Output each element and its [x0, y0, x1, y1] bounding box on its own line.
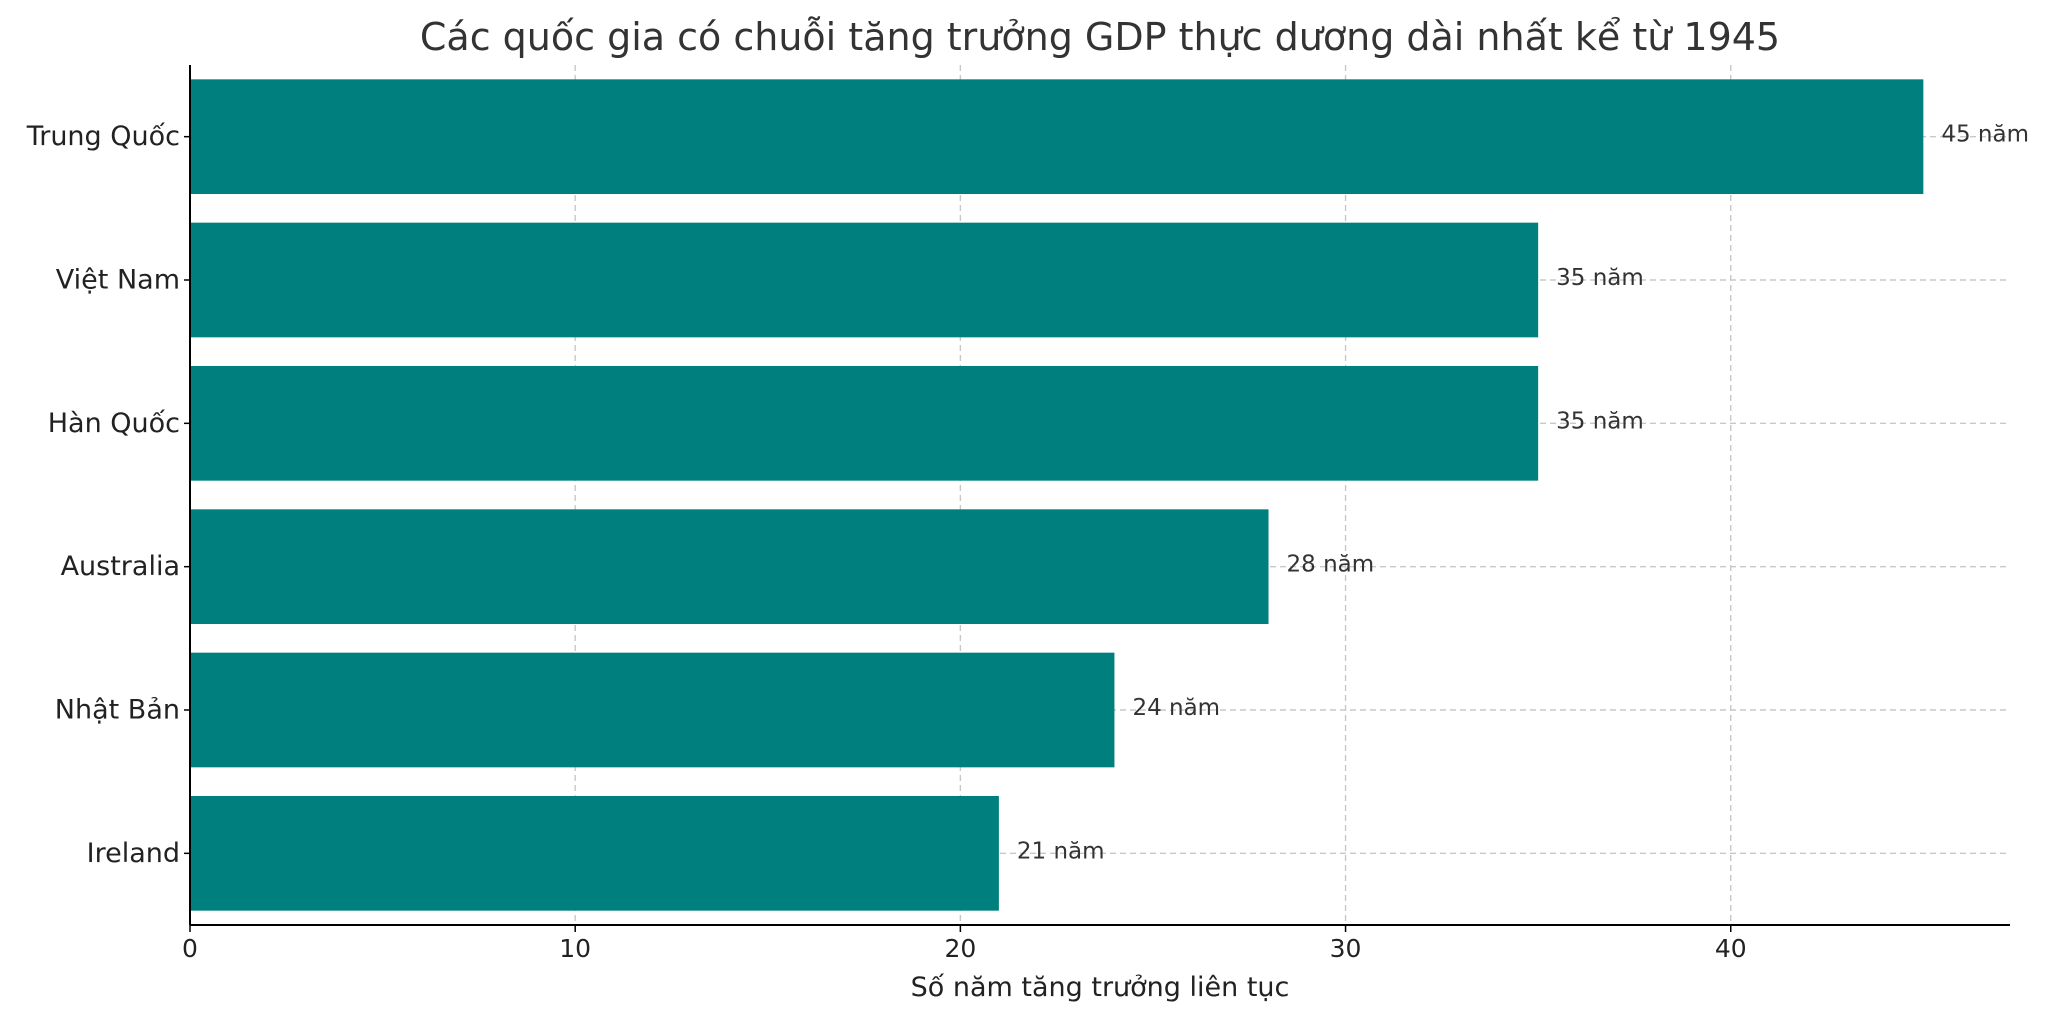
data-label-3: 28 năm [1287, 552, 1375, 578]
data-labels: 45 năm 35 năm 35 năm 28 năm 24 năm 21 năm [1017, 122, 2029, 865]
data-label-0: 45 năm [1941, 122, 2029, 148]
bar-2 [190, 366, 1539, 481]
x-ticks: 0 10 20 30 40 [182, 925, 1747, 963]
data-label-5: 21 năm [1017, 838, 1105, 864]
x-tick-label-20: 20 [944, 934, 976, 963]
data-label-4: 24 năm [1132, 695, 1220, 721]
category-label-5: Ireland [87, 838, 180, 869]
chart-title: Các quốc gia có chuỗi tăng trưởng GDP th… [420, 15, 1780, 59]
category-label-1: Việt Nam [56, 265, 180, 296]
bar-5 [190, 796, 999, 911]
category-label-2: Hàn Quốc [48, 408, 180, 439]
category-label-4: Nhật Bản [55, 695, 180, 726]
data-label-2: 35 năm [1556, 408, 1644, 434]
bar-4 [190, 652, 1115, 768]
category-labels: Trung Quốc Việt Nam Hàn Quốc Australia Nhật … [26, 121, 180, 869]
x-tick-label-0: 0 [182, 934, 198, 963]
data-label-1: 35 năm [1556, 265, 1644, 291]
bar-3 [190, 509, 1269, 624]
x-tick-label-40: 40 [1715, 934, 1747, 963]
category-label-0: Trung Quốc [26, 121, 180, 152]
category-label-3: Australia [61, 551, 180, 582]
x-tick-label-30: 30 [1330, 934, 1362, 963]
bar-1 [190, 222, 1539, 338]
x-tick-label-10: 10 [559, 934, 591, 963]
axes [184, 65, 2010, 926]
bar-0 [190, 79, 1924, 194]
x-axis-label: Số năm tăng trưởng liên tục [911, 972, 1290, 1003]
bars [190, 79, 1924, 911]
